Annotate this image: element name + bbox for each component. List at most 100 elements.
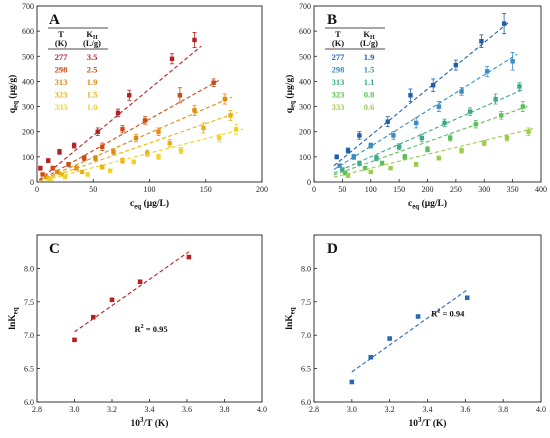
- table-header-t-unit: (K): [55, 38, 67, 48]
- x-tick-label: 2.8: [309, 405, 319, 414]
- table-cell-kh: 1.5: [364, 65, 375, 75]
- y-tick-label: 700: [299, 2, 311, 11]
- table-cell-kh: 1.5: [87, 90, 98, 100]
- data-point-313: [517, 84, 522, 89]
- fit-line-323: [39, 112, 238, 182]
- data-point-298: [177, 93, 183, 98]
- x-tick-label: 250: [450, 185, 462, 194]
- table-cell-temperature: 313: [55, 77, 68, 87]
- data-point-323: [79, 169, 85, 175]
- x-tick-label: 350: [507, 185, 519, 194]
- y-axis-label-unit: (μg/g): [284, 75, 295, 101]
- panel-letter: C: [49, 241, 60, 257]
- y-tick-label: 8.0: [24, 264, 34, 273]
- y-axis-label-main: lnK: [8, 314, 18, 330]
- data-point-298: [351, 154, 356, 160]
- data-point-323: [201, 125, 206, 131]
- x-tick-label: 3.2: [385, 405, 395, 414]
- y-tick-label: 7.5: [24, 298, 34, 307]
- data-point-333: [388, 165, 393, 171]
- r2-annotation: R2 = 0.95: [135, 324, 168, 334]
- data-point-313: [396, 144, 402, 149]
- data-point-298: [510, 59, 515, 64]
- data-point-313: [156, 129, 161, 134]
- y-tick-label: 6.5: [301, 365, 311, 374]
- data-point-298: [484, 69, 490, 74]
- data-point-277: [385, 119, 390, 124]
- data-point-333: [107, 168, 113, 173]
- data-point-323: [59, 172, 64, 177]
- data-point: [415, 314, 421, 319]
- r2-sup: 2: [437, 308, 440, 314]
- data-point-333: [85, 172, 90, 177]
- x-tick-label: 3.4: [423, 405, 433, 414]
- data-point-277: [501, 21, 507, 26]
- y-tick-label: 7.5: [301, 298, 311, 307]
- data-point-313: [222, 96, 228, 102]
- panel-letter: B: [327, 12, 337, 28]
- data-point: [137, 279, 143, 285]
- data-point-277: [345, 148, 351, 153]
- panel-d: 2.8 3.0 3.2 3.4 3.6 3.8 4.0 6.0 6.5 7.0 7.5 8.0 103/…: [285, 234, 546, 429]
- data-point-298: [413, 120, 419, 126]
- fit-line: [74, 251, 190, 333]
- y-axis-label-main: q: [8, 107, 18, 113]
- y-tick-label: 0: [307, 178, 311, 187]
- panel-c: 2.8 3.0 3.2 3.4 3.6 3.8 4.0 6.0 6.5 7.0 7.5 8.0 103/…: [8, 234, 267, 429]
- y-axis-label-main: lnK: [285, 314, 295, 330]
- data-point-323: [343, 171, 348, 176]
- y-tick-label: 400: [22, 77, 34, 86]
- fit-line-333: [39, 128, 244, 182]
- data-point-277: [46, 158, 51, 163]
- data-point-333: [217, 135, 222, 141]
- y-axis-label: qeq (μg/g): [7, 75, 20, 114]
- x-tick-label: 3.6: [460, 405, 470, 414]
- data-point-277: [95, 129, 100, 134]
- data-point-333: [482, 140, 487, 146]
- data-point: [368, 354, 374, 360]
- data-point-298: [82, 155, 87, 161]
- data-point-277: [408, 93, 413, 98]
- table-cell-temperature: 313: [332, 77, 345, 87]
- table-cell-kh: 2.5: [87, 65, 98, 75]
- fit-line-333: [333, 128, 534, 178]
- table-header-t: T: [58, 29, 64, 39]
- y-tick-label: 500: [299, 52, 311, 61]
- x-tick-label: 2.8: [32, 405, 42, 414]
- data-point-333: [178, 148, 184, 153]
- y-tick-label: 7.0: [301, 331, 311, 340]
- x-tick-label: 3.8: [498, 405, 508, 414]
- data-point-298: [142, 118, 148, 123]
- data-point-323: [520, 104, 526, 109]
- data-point-298: [40, 172, 45, 177]
- y-axis-label-sub: eq: [12, 307, 20, 314]
- data-point-333: [48, 177, 53, 182]
- data-point-313: [111, 149, 116, 155]
- x-axis-label-sub: eq: [412, 203, 419, 211]
- table-cell-temperature: 277: [55, 52, 69, 62]
- y-axis-label-sub: eq: [289, 307, 297, 314]
- data-point: [109, 297, 115, 303]
- table-header-k-main: K: [86, 29, 93, 39]
- data-point-277: [334, 154, 339, 160]
- x-axis-label: 103/T (K): [131, 416, 169, 429]
- y-axis-label: qeq (μg/g): [284, 75, 297, 114]
- data-point-277: [115, 110, 121, 116]
- table-header-k-sub: H: [370, 35, 375, 41]
- y-tick-label: 500: [22, 52, 34, 61]
- data-point-333: [459, 148, 464, 153]
- x-tick-label: 150: [200, 185, 212, 194]
- table-cell-kh: 0.8: [364, 90, 375, 100]
- data-point-323: [362, 165, 368, 171]
- fit-line-298: [333, 53, 518, 170]
- r2-annotation: R2 = 0.94: [431, 308, 465, 318]
- plot-frame: [313, 5, 542, 183]
- x-axis-label: ceq (μg/L): [130, 198, 169, 211]
- table-cell-temperature: 333: [332, 102, 345, 112]
- y-axis-label: lnKeq: [285, 307, 297, 329]
- y-tick-label: 7.0: [24, 331, 34, 340]
- x-tick-label: 3.8: [220, 405, 230, 414]
- data-point-333: [368, 169, 373, 175]
- x-tick-label: 4.0: [536, 405, 546, 414]
